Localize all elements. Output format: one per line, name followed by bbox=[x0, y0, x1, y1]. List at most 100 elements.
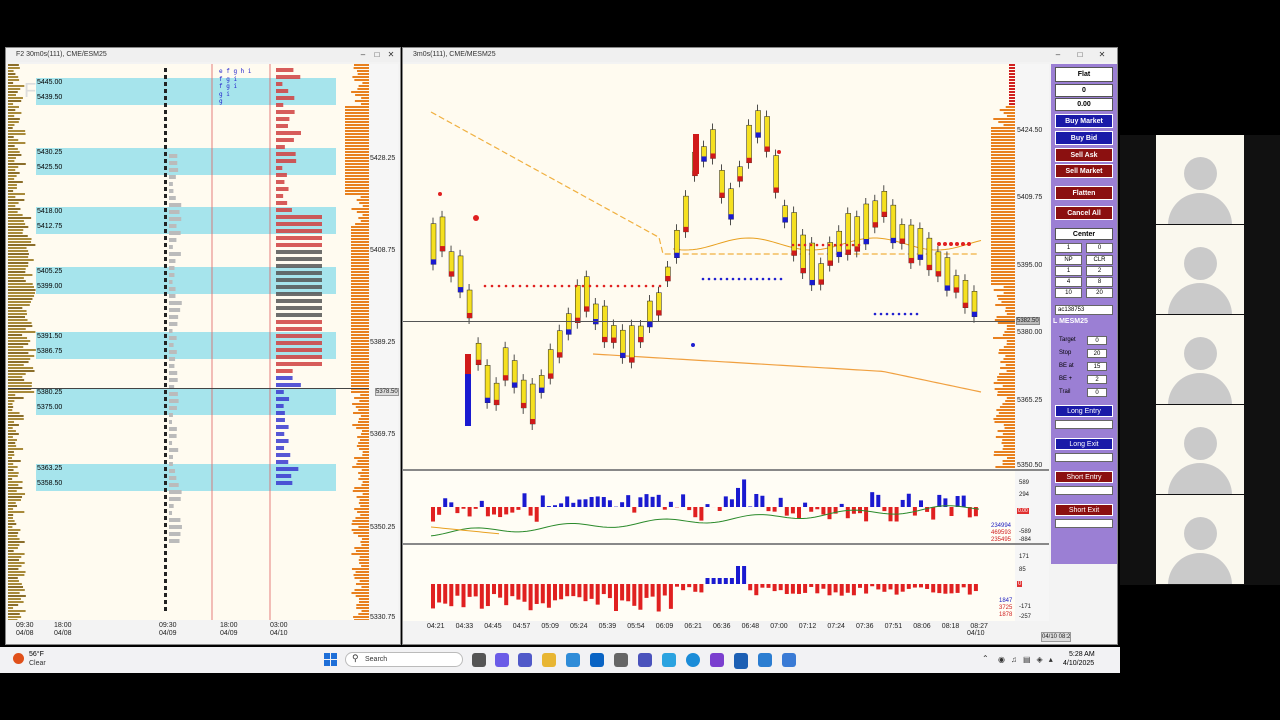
volume-bar bbox=[760, 584, 765, 588]
weather-icon[interactable] bbox=[13, 653, 24, 664]
profile-bar bbox=[991, 193, 1015, 195]
participant-avatar[interactable] bbox=[1156, 405, 1244, 494]
stop-stepper[interactable]: 20 bbox=[1087, 349, 1107, 358]
long-entry-select[interactable] bbox=[1055, 420, 1113, 429]
account-select[interactable]: ac138753 bbox=[1055, 305, 1113, 315]
avatar-body bbox=[1168, 193, 1232, 224]
delta-bar bbox=[693, 507, 698, 518]
tpo-block bbox=[164, 586, 167, 590]
short-exit-button[interactable]: Short Exit bbox=[1055, 504, 1113, 516]
profile-bar bbox=[8, 523, 17, 525]
qty-button-np[interactable]: NP bbox=[1055, 255, 1082, 265]
minimize-icon[interactable]: – bbox=[1055, 50, 1061, 59]
volume-bar bbox=[601, 584, 606, 595]
qty-button-8[interactable]: 8 bbox=[1086, 277, 1113, 287]
delta-value: 469593 bbox=[991, 530, 1012, 536]
quantity-input[interactable]: 1 bbox=[1055, 243, 1082, 253]
buy-market-button[interactable]: Buy Market bbox=[1055, 114, 1113, 128]
be-at-stepper[interactable]: 15 bbox=[1087, 362, 1107, 371]
level-dot bbox=[857, 243, 861, 247]
store-icon[interactable] bbox=[566, 653, 580, 667]
task-view-icon[interactable] bbox=[472, 653, 486, 667]
profile-bar bbox=[8, 517, 13, 519]
qty-button-4[interactable]: 4 bbox=[1055, 277, 1082, 287]
remote-desktop-icon[interactable] bbox=[758, 653, 772, 667]
qty-button-10[interactable]: 10 bbox=[1055, 288, 1082, 298]
search-box[interactable]: ⚲ Search bbox=[345, 652, 463, 667]
participant-avatar[interactable] bbox=[1156, 225, 1244, 314]
profile-bar bbox=[345, 118, 369, 120]
profile-bar bbox=[8, 178, 15, 180]
profile-bar bbox=[991, 133, 1015, 135]
close-icon[interactable]: ✕ bbox=[1098, 50, 1106, 59]
tpo-block bbox=[164, 75, 167, 79]
close-icon[interactable]: ✕ bbox=[387, 50, 395, 59]
right-window-titlebar[interactable]: 3m0s(111), CME/MESM25 bbox=[403, 48, 1117, 62]
profile-bar bbox=[1009, 76, 1015, 78]
buy-bid-button[interactable]: Buy Bid bbox=[1055, 131, 1113, 145]
short-exit-select[interactable] bbox=[1055, 519, 1113, 528]
profile-bar bbox=[1009, 73, 1015, 75]
profile-bar bbox=[8, 310, 27, 312]
volume-bar bbox=[961, 584, 966, 588]
profile-bar bbox=[1006, 370, 1015, 372]
file-explorer-icon[interactable] bbox=[542, 653, 556, 667]
teams-classic-icon[interactable] bbox=[638, 653, 652, 667]
center-button[interactable]: Center bbox=[1055, 228, 1113, 240]
long-exit-select[interactable] bbox=[1055, 453, 1113, 462]
qty-button-1[interactable]: 1 bbox=[1055, 266, 1082, 276]
participant-avatar[interactable] bbox=[1156, 135, 1244, 224]
trading-app-icon[interactable] bbox=[734, 653, 748, 669]
clock-time[interactable]: 5:28 AM bbox=[1069, 651, 1095, 658]
left-window-titlebar[interactable]: F2 30m0s(111), CME/ESM25 bbox=[6, 48, 400, 62]
cancel-all-button[interactable]: Cancel All bbox=[1055, 206, 1113, 220]
qty-button-2[interactable]: 2 bbox=[1086, 266, 1113, 276]
level-dot bbox=[743, 277, 747, 281]
short-entry-select[interactable] bbox=[1055, 486, 1113, 495]
sell-market-button[interactable]: Sell Market bbox=[1055, 164, 1113, 178]
profile-bar bbox=[991, 178, 1015, 180]
tpo-block bbox=[276, 103, 284, 107]
volume-bar bbox=[559, 584, 564, 600]
participant-avatar[interactable] bbox=[1156, 495, 1244, 584]
profile-bar bbox=[351, 250, 369, 252]
clock-date[interactable]: 4/10/2025 bbox=[1063, 660, 1095, 667]
be-plus-stepper[interactable]: 2 bbox=[1087, 375, 1107, 384]
tray-icons[interactable]: ◉♫▤◈▴ bbox=[998, 655, 1059, 664]
tray-chevron-icon[interactable]: ⌃ bbox=[982, 654, 989, 663]
participant-avatar[interactable] bbox=[1156, 315, 1244, 404]
photos-icon[interactable] bbox=[662, 653, 676, 667]
profile-bar bbox=[345, 190, 369, 192]
profile-bar bbox=[361, 430, 369, 432]
start-button[interactable] bbox=[324, 653, 337, 666]
settings-icon[interactable] bbox=[614, 653, 628, 667]
profile-bar bbox=[991, 244, 1015, 246]
visual-studio-icon[interactable] bbox=[710, 653, 724, 667]
tpo-block bbox=[276, 271, 322, 275]
minimize-icon[interactable]: – bbox=[360, 50, 366, 59]
app-window-icon[interactable] bbox=[782, 653, 796, 667]
outlook-icon[interactable] bbox=[590, 653, 604, 667]
long-entry-button[interactable]: Long Entry bbox=[1055, 405, 1113, 417]
maximize-icon[interactable]: □ bbox=[374, 50, 380, 59]
edge-icon[interactable] bbox=[686, 653, 700, 667]
weather-temp[interactable]: 56°F bbox=[29, 651, 44, 658]
short-entry-button[interactable]: Short Entry bbox=[1055, 471, 1113, 483]
candle-body bbox=[584, 276, 590, 312]
candle-body bbox=[782, 205, 788, 223]
qty-button-20[interactable]: 20 bbox=[1086, 288, 1113, 298]
profile-bar bbox=[1009, 64, 1015, 66]
qty-button-clr[interactable]: CLR bbox=[1086, 255, 1113, 265]
sell-ask-button[interactable]: Sell Ask bbox=[1055, 148, 1113, 162]
price-chart-area[interactable] bbox=[403, 64, 1015, 469]
profile-bar bbox=[8, 568, 19, 570]
band-high-label: 5363.25 bbox=[37, 465, 63, 472]
maximize-icon[interactable]: □ bbox=[1077, 50, 1083, 59]
teams-icon[interactable] bbox=[518, 653, 532, 667]
trail-stepper[interactable]: 0 bbox=[1087, 388, 1107, 397]
long-exit-button[interactable]: Long Exit bbox=[1055, 438, 1113, 450]
target-stepper[interactable]: 0 bbox=[1087, 336, 1107, 345]
flatten-button[interactable]: Flatten bbox=[1055, 186, 1113, 200]
copilot-icon[interactable] bbox=[495, 653, 509, 667]
quantity-zero[interactable]: 0 bbox=[1086, 243, 1113, 253]
